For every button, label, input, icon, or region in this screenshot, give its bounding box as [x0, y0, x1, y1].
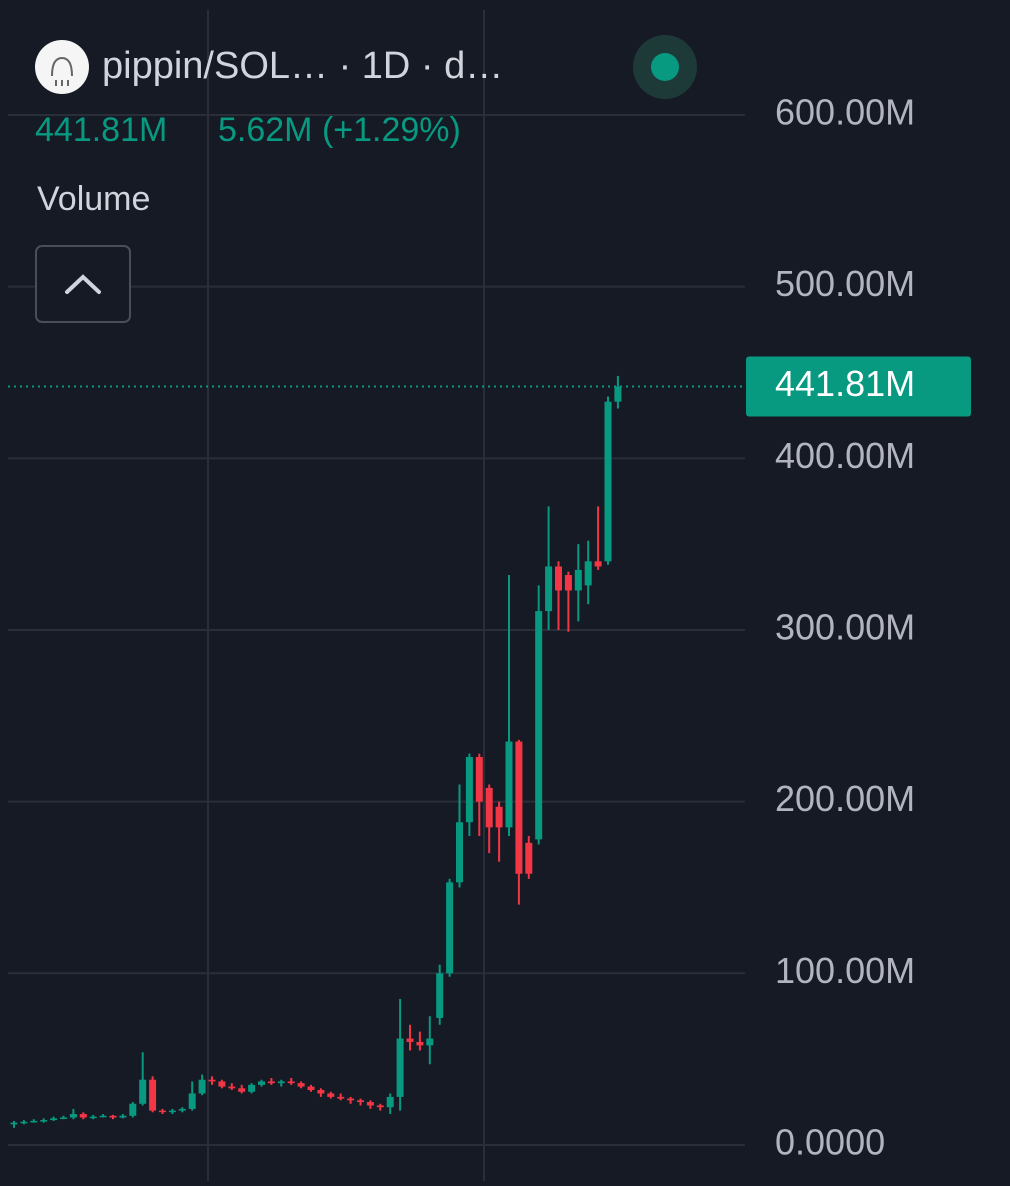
- candle-body: [287, 1081, 295, 1084]
- candle-body: [416, 1041, 424, 1046]
- candle-body: [40, 1120, 48, 1122]
- candle-body: [614, 386, 622, 402]
- candle-body: [426, 1038, 434, 1046]
- candle-body: [456, 822, 463, 883]
- candle-body: [337, 1096, 345, 1099]
- candle-body: [347, 1098, 355, 1101]
- candle-body: [475, 757, 483, 802]
- collapse-button[interactable]: [35, 245, 131, 323]
- candle-body: [584, 561, 592, 586]
- candle-body: [297, 1083, 305, 1087]
- candle-body: [10, 1122, 18, 1125]
- y-tick-label: 200.00M: [775, 778, 915, 819]
- chevron-icon: [65, 274, 101, 294]
- candle-body: [198, 1079, 206, 1094]
- candle-body: [406, 1038, 414, 1042]
- icon-figure: [51, 56, 73, 86]
- candle-body: [535, 611, 543, 840]
- y-tick-label: 300.00M: [775, 606, 915, 647]
- candle-body: [228, 1086, 236, 1089]
- candle-body: [574, 569, 582, 591]
- y-tick-label: 100.00M: [775, 950, 915, 991]
- y-tick-label: 600.00M: [775, 92, 915, 133]
- candle-body: [60, 1117, 67, 1119]
- candle-body: [238, 1088, 246, 1092]
- candle-body: [149, 1079, 157, 1111]
- candle-body: [168, 1110, 176, 1113]
- plot: [8, 375, 745, 1128]
- candle-body: [327, 1093, 335, 1097]
- candle-body: [188, 1093, 196, 1109]
- y-tick-label: 400.00M: [775, 435, 915, 476]
- candle-body: [317, 1090, 325, 1094]
- candle-body: [495, 806, 503, 828]
- candle-body: [555, 566, 562, 591]
- candle-body: [267, 1081, 275, 1084]
- candle-body: [129, 1103, 137, 1116]
- price-label-box: [746, 356, 971, 417]
- candle-body: [357, 1100, 364, 1103]
- candle-body: [465, 757, 473, 823]
- candle-body: [109, 1115, 117, 1118]
- grid: [8, 10, 745, 1181]
- candle-body: [69, 1114, 77, 1118]
- candle-body: [99, 1115, 107, 1118]
- legend-value: 441.81M: [35, 111, 167, 149]
- candle-body: [604, 401, 612, 562]
- status-dot: [651, 53, 679, 81]
- candle-body: [545, 566, 553, 612]
- y-tick-label: 500.00M: [775, 263, 915, 304]
- candle-body: [515, 741, 523, 874]
- candle-body: [50, 1118, 58, 1121]
- chart-title: pippin/SOL… · 1D · d…: [102, 45, 503, 87]
- candle-body: [366, 1102, 374, 1106]
- candle-body: [277, 1081, 285, 1084]
- candle-body: [594, 561, 602, 567]
- candle-body: [436, 973, 444, 1018]
- candle-body: [446, 882, 454, 974]
- candle-body: [248, 1084, 256, 1092]
- candle-body: [307, 1086, 315, 1091]
- y-tick-label: 0.0000: [775, 1121, 885, 1162]
- candle-body: [525, 842, 533, 874]
- candle-body: [208, 1079, 216, 1082]
- symbol-icon: [35, 40, 89, 94]
- candle-body: [396, 1038, 404, 1097]
- candle-body: [376, 1105, 384, 1108]
- candle-body: [30, 1120, 38, 1123]
- candle-body: [258, 1081, 265, 1085]
- candle-body: [564, 575, 572, 591]
- candle-body: [505, 741, 513, 828]
- candle-body: [119, 1115, 127, 1118]
- candle-body: [79, 1114, 87, 1118]
- candle-body: [89, 1116, 97, 1119]
- candle-body: [159, 1110, 166, 1113]
- overlay: pippin/SOL… · 1D · d… 441.81M 5.62M (+1.…: [35, 35, 697, 323]
- price-label: 441.81M: [775, 363, 915, 404]
- candle-body: [20, 1121, 28, 1124]
- candle-body: [386, 1096, 394, 1108]
- candle-body: [218, 1081, 226, 1087]
- study-label: Volume: [37, 180, 150, 218]
- candle-body: [178, 1108, 186, 1111]
- legend-change: 5.62M (+1.29%): [218, 111, 461, 149]
- candle-body: [485, 787, 493, 828]
- candle-body: [139, 1079, 147, 1104]
